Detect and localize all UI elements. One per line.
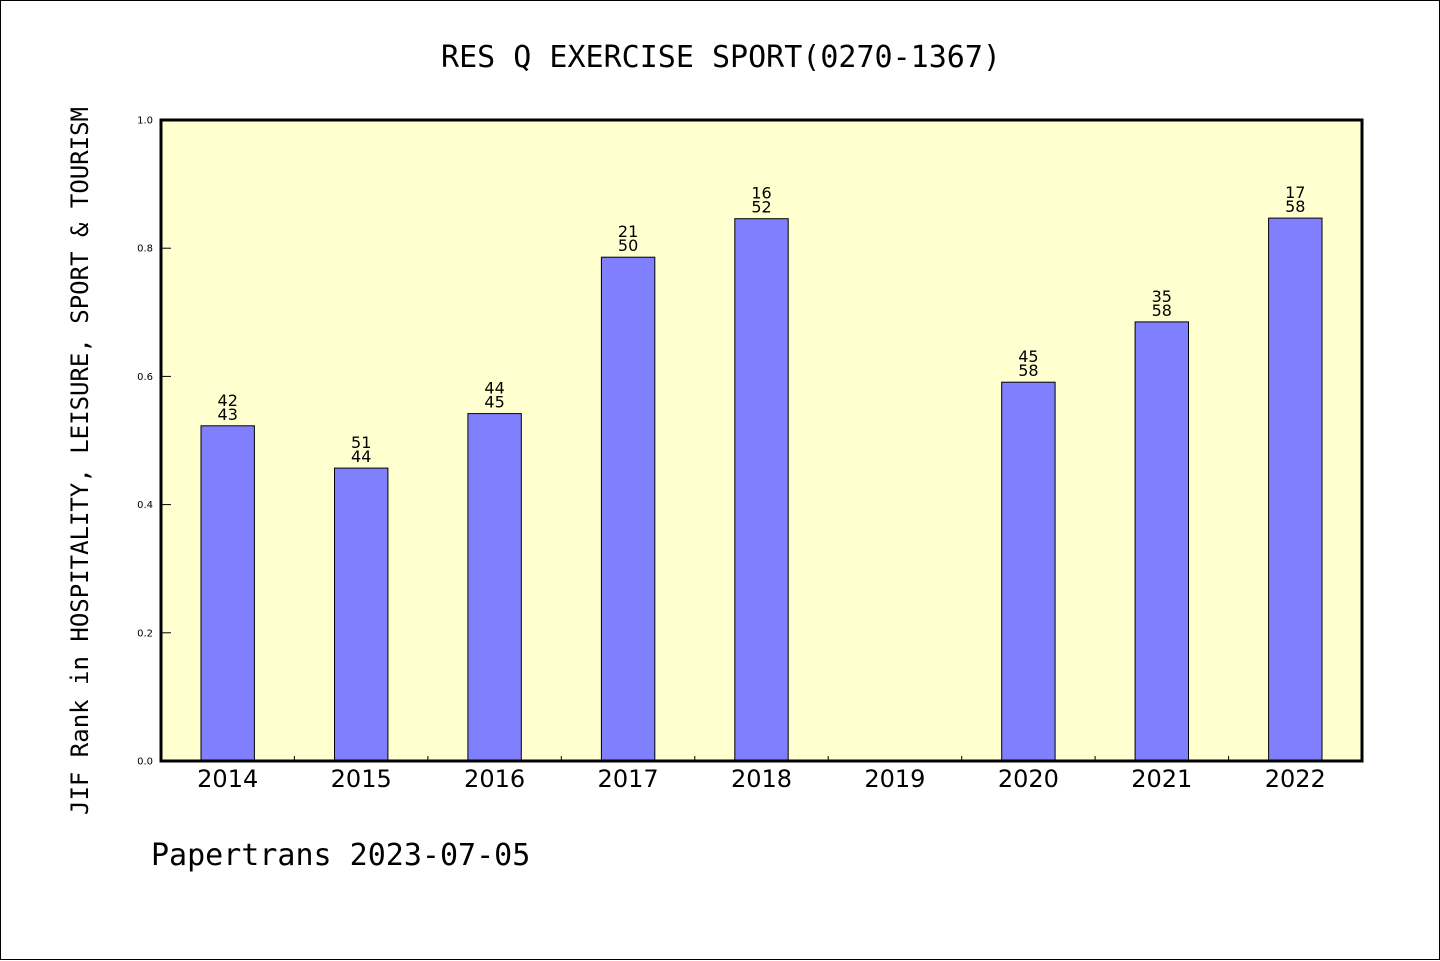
footer-credit: Papertrans 2023-07-05 [151, 838, 530, 873]
bar-total-label: 50 [618, 236, 638, 255]
bar-2017 [600, 256, 656, 762]
x-tick-label: 2014 [197, 765, 258, 793]
chart-title: RES Q EXERCISE SPORT(0270-1367) [441, 40, 1001, 75]
x-tick-label: 2017 [598, 765, 659, 793]
y-tick-label: 0.4 [137, 500, 153, 511]
y-tick-label: 0.8 [137, 244, 153, 255]
bar-total-label: 58 [1152, 301, 1172, 320]
bar-2015 [334, 467, 389, 762]
bar-total-label: 58 [1285, 197, 1305, 216]
bar-2022 [1268, 217, 1323, 762]
bar-2018 [734, 218, 789, 762]
x-tick-label: 2020 [998, 765, 1059, 793]
y-tick-label: 1.0 [137, 116, 153, 127]
x-tick-label: 2019 [864, 765, 925, 793]
bar-2016 [467, 413, 522, 762]
bar-total-label: 52 [751, 198, 771, 217]
bar-rank-label: 44 [484, 379, 504, 398]
y-tick-label: 0.0 [137, 757, 153, 768]
x-tick-label: 2015 [331, 765, 392, 793]
bar-rank-label: 16 [751, 184, 771, 203]
x-tick-label: 2021 [1131, 765, 1192, 793]
bar-rank-label: 51 [351, 433, 371, 452]
bar-2020 [1001, 381, 1056, 762]
bar-rank-label: 42 [218, 391, 238, 410]
y-tick-label: 0.6 [137, 372, 153, 383]
bar-2021 [1134, 321, 1189, 762]
x-axis: 2014 2015 2016 2017 2018 2019 2020 2021 2022 [197, 756, 1326, 793]
bar-total-label: 44 [351, 447, 371, 466]
bar-rank-label: 35 [1152, 287, 1172, 306]
bar-total-label: 58 [1018, 361, 1038, 380]
bar-total-label: 45 [484, 393, 504, 412]
y-axis-label: JIF Rank in HOSPITALITY, LEISURE, SPORT … [66, 107, 94, 815]
bar-rank-label: 17 [1285, 183, 1305, 202]
bar-rank-label: 21 [618, 222, 638, 241]
bar-total-label: 43 [218, 405, 238, 424]
plot-border [159, 118, 1364, 763]
x-tick-label: 2018 [731, 765, 792, 793]
x-tick-label: 2022 [1265, 765, 1326, 793]
y-tick-label: 0.2 [137, 628, 153, 639]
x-tick-label: 2016 [464, 765, 525, 793]
bar-rank-label: 45 [1018, 347, 1038, 366]
bar-2014 [200, 425, 255, 762]
